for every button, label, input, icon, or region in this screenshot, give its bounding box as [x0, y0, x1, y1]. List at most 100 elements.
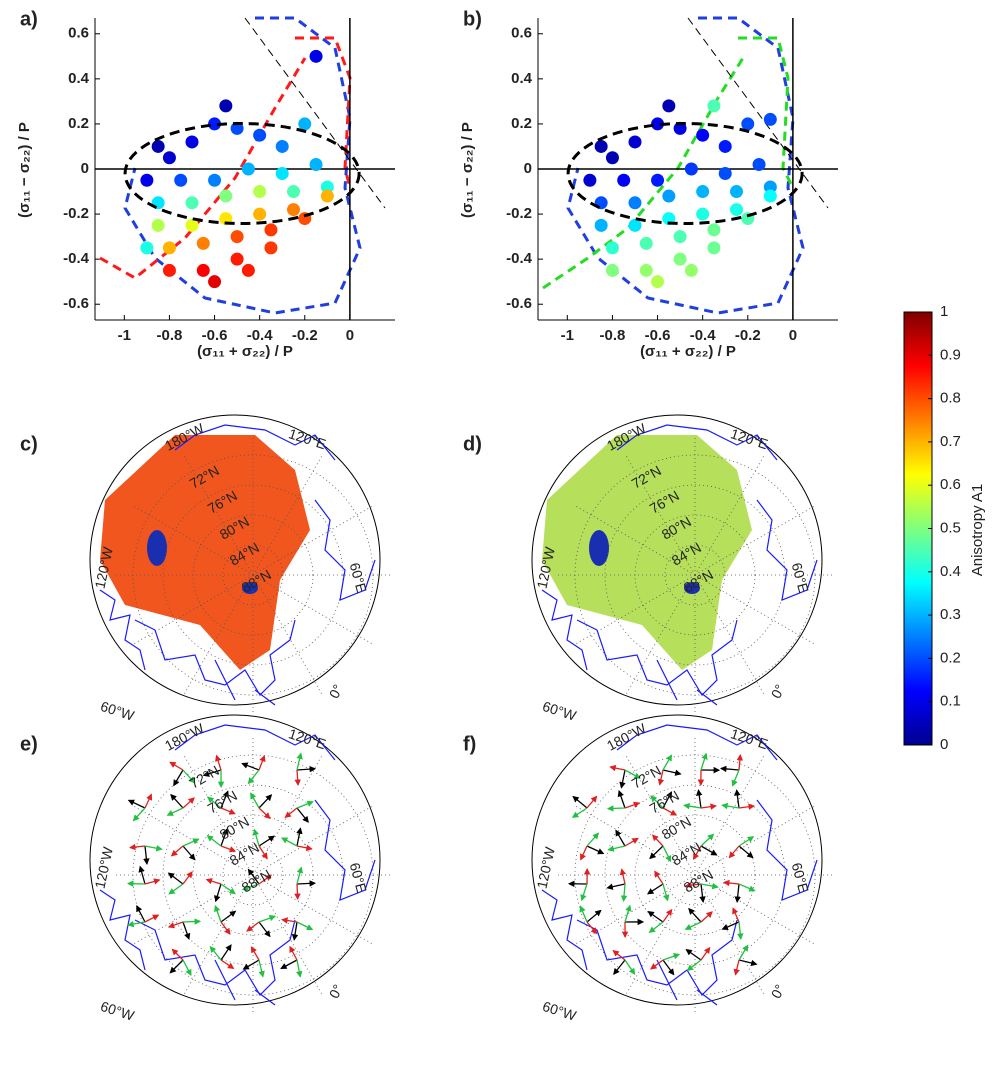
principal-axis-arrow — [214, 904, 222, 923]
principal-axis-arrow — [258, 754, 266, 771]
principal-axis-arrow — [250, 946, 260, 961]
data-point — [320, 180, 334, 194]
principal-axis-arrow — [738, 845, 754, 859]
x-tick-label: -0.2 — [292, 327, 318, 344]
data-point — [741, 117, 755, 131]
y-tick-label: -0.2 — [506, 205, 532, 222]
principal-axis-arrow — [646, 883, 664, 895]
low-anisotropy-patch — [242, 582, 258, 594]
principal-axis-arrow — [220, 944, 232, 961]
principal-axis-arrow — [733, 959, 740, 976]
data-point — [162, 263, 176, 277]
meridian — [694, 804, 817, 876]
principal-axis-arrow — [619, 769, 626, 789]
meridian — [694, 574, 766, 697]
scatter-panel: -0.6 -0.4 -0.2 0 0.2 0.4 0.6 -1 -0.8 -0.6 -0.4 -0.2… — [459, 8, 838, 360]
data-point — [763, 112, 777, 126]
data-point — [320, 189, 334, 203]
meridian — [573, 804, 696, 876]
longitude-label: 60°E — [789, 861, 812, 895]
principal-axis-arrow — [579, 905, 588, 923]
data-point — [684, 162, 698, 176]
y-tick-label: 0.6 — [68, 25, 89, 42]
ice-field — [100, 435, 310, 670]
panel-label: d) — [463, 433, 482, 455]
x-axis-label: (σ₁₁ + σ₂₂) / P — [197, 343, 293, 360]
panel-label: a) — [20, 8, 38, 30]
colorbar-tick-label: 0 — [940, 736, 948, 753]
data-point — [151, 139, 165, 153]
principal-axis-arrow — [170, 793, 184, 809]
x-tick-label: -0.6 — [645, 327, 671, 344]
longitude-label: 0° — [768, 682, 788, 701]
principal-axis-arrow — [246, 921, 260, 932]
data-point — [651, 173, 665, 187]
principal-axis-arrow — [728, 845, 740, 859]
data-point — [696, 128, 710, 142]
data-point — [673, 252, 687, 266]
longitude-label: 180°W — [604, 720, 649, 754]
principal-axis-arrow — [220, 828, 229, 847]
principal-axis-arrow — [571, 807, 588, 818]
principal-axis-arrow — [281, 837, 298, 847]
principal-axis-arrow — [241, 762, 260, 771]
data-point — [241, 263, 255, 277]
colorbar-tick-label: 0.9 — [940, 346, 961, 363]
principal-axis-arrow — [170, 845, 184, 857]
principal-axis-arrow — [647, 910, 664, 923]
map-border — [531, 714, 823, 1006]
colorbar-tick-label: 0.1 — [940, 693, 961, 710]
principal-axis-arrow — [683, 802, 702, 810]
principal-axis-arrow — [182, 871, 193, 885]
panel-label: c) — [20, 433, 38, 455]
data-point — [662, 189, 676, 203]
y-tick-label: -0.4 — [63, 250, 90, 267]
meridian — [182, 874, 254, 997]
meridian — [252, 574, 375, 646]
x-tick-label: -0.8 — [157, 327, 183, 344]
data-point — [275, 167, 289, 181]
colorbar-tick-label: 0.7 — [940, 433, 961, 450]
map-border — [89, 414, 381, 706]
principal-axis-arrow — [685, 881, 702, 889]
data-point — [763, 180, 777, 194]
principal-axis-arrow — [650, 795, 664, 809]
principal-axis-arrow — [738, 944, 749, 961]
ice-field — [542, 435, 752, 670]
principal-axis-arrow — [143, 845, 150, 865]
principal-axis-arrow — [651, 834, 664, 847]
latitude-label: 88°N — [239, 866, 274, 895]
coastline — [134, 619, 296, 696]
meridian — [182, 574, 254, 697]
latitude-label: 84°N — [669, 839, 704, 868]
colorbar-tick-label: 0.4 — [940, 563, 961, 580]
principal-axis-arrow — [144, 845, 163, 852]
data-point — [639, 263, 653, 277]
meridian — [182, 753, 254, 876]
coastline — [756, 499, 818, 601]
principal-axis-arrow — [662, 883, 670, 902]
data-point — [729, 185, 743, 199]
data-point — [651, 117, 665, 131]
latitude-circle — [664, 844, 726, 906]
meridian — [694, 574, 817, 646]
principal-axis-arrow — [182, 769, 196, 784]
principal-axis-arrow — [721, 802, 740, 810]
meridian — [131, 574, 254, 646]
principal-axis-arrow — [624, 801, 641, 809]
principal-axis-arrow — [132, 807, 146, 822]
latitude-label: 80°N — [217, 813, 252, 842]
principal-axis-arrow — [281, 917, 298, 924]
meridian — [694, 453, 766, 576]
data-point — [140, 173, 154, 187]
x-tick-label: -0.2 — [735, 327, 761, 344]
meridian — [694, 753, 766, 876]
principal-axis-arrow — [209, 945, 222, 961]
latitude-circle — [664, 544, 726, 606]
principal-axis-arrow — [258, 794, 273, 809]
principal-axis-arrow — [685, 948, 702, 961]
data-point — [275, 139, 289, 153]
longitude-label: 120°W — [92, 845, 117, 890]
principal-axis-arrow — [252, 828, 260, 847]
data-point — [196, 263, 210, 277]
